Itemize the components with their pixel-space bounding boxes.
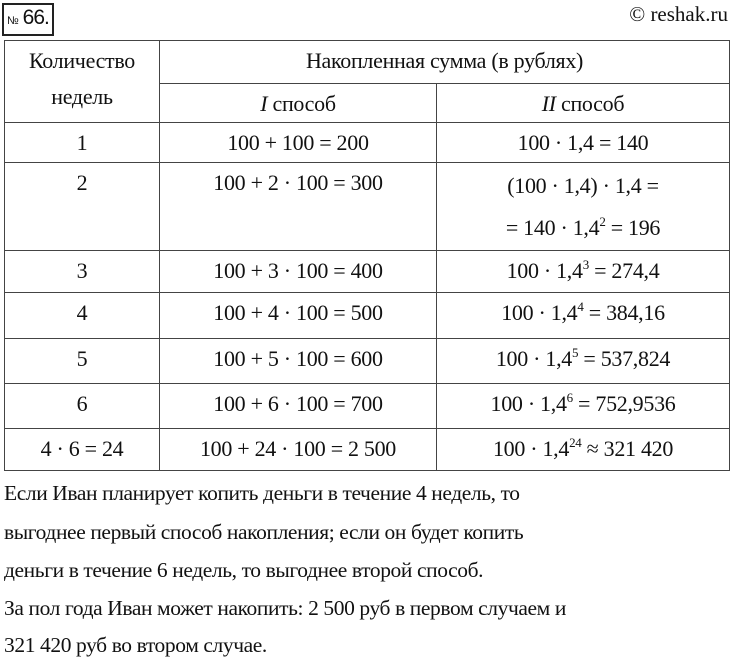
savings-table: Количество недель Накопленная сумма (в ру… <box>4 40 730 471</box>
method2-word: способ <box>555 91 625 116</box>
problem-number: № 66. <box>2 3 54 36</box>
table-row: 5 100 + 5 · 100 = 600 100 · 1,45 = 537,8… <box>4 338 730 384</box>
exponent: 2 <box>599 214 606 229</box>
method2-line2: = 140 · 1,4 <box>505 215 600 240</box>
method2-cell: 100 · 1,44 = 384,16 <box>436 292 730 339</box>
method2-result: = 752,9536 <box>572 391 676 416</box>
method2-roman: II <box>541 91 556 116</box>
method2-line1: (100 · 1,4) · 1,4 = <box>507 173 659 198</box>
method1-cell: 100 + 100 = 200 <box>159 122 437 163</box>
method1-cell: 100 + 2 · 100 = 300 <box>159 162 437 251</box>
method1-cell: 100 + 4 · 100 = 500 <box>159 292 437 339</box>
sum-header: Накопленная сумма (в рублях) <box>159 40 730 84</box>
weeks-cell: 6 <box>4 383 160 429</box>
method2-cell: 100 · 1,424 ≈ 321 420 <box>436 428 730 471</box>
problem-number-value: 66. <box>22 6 50 29</box>
method1-header: I способ <box>159 83 437 123</box>
weeks-cell: 4 · 6 = 24 <box>4 428 160 471</box>
method2-result: = 196 <box>605 215 661 240</box>
method2-cell: (100 · 1,4) · 1,4 = = 140 · 1,42 = 196 <box>436 162 730 251</box>
copyright: © reshak.ru <box>629 2 728 26</box>
exponent: 5 <box>572 345 579 360</box>
table-row: 4 · 6 = 24 100 + 24 · 100 = 2 500 100 · … <box>4 428 730 471</box>
weeks-header-line1: Количество <box>28 48 136 73</box>
exponent: 3 <box>582 257 590 272</box>
table-row: 2 100 + 2 · 100 = 300 (100 · 1,4) · 1,4 … <box>4 162 730 251</box>
weeks-header-line2: недель <box>51 84 113 109</box>
weeks-cell: 4 <box>4 292 160 339</box>
method2-base: 100 · 1,4 <box>495 346 572 371</box>
method2-cell: 100 · 1,45 = 537,824 <box>436 338 730 384</box>
answer-text: Если Иван планирует копить деньги в тече… <box>4 474 734 664</box>
weeks-cell: 5 <box>4 338 160 384</box>
method1-word: способ <box>267 91 336 116</box>
exponent: 6 <box>566 390 574 405</box>
method2-result: = 537,824 <box>578 346 671 371</box>
number-sign: № <box>7 15 19 27</box>
method2-base: 100 · 1,4 <box>506 258 583 283</box>
method1-cell: 100 + 6 · 100 = 700 <box>159 383 437 429</box>
weeks-cell: 1 <box>4 122 160 163</box>
method2-cell: 100 · 1,46 = 752,9536 <box>436 383 730 429</box>
method2-header: II способ <box>436 83 730 123</box>
method2-base: 100 · 1,4 <box>501 300 578 325</box>
method2-result: = 274,4 <box>588 258 660 283</box>
method2-result: ≈ 321 420 <box>581 436 674 461</box>
method2-base: 100 · 1,4 <box>490 391 567 416</box>
answer-line: 321 420 руб во втором случае. <box>4 632 267 657</box>
answer-line: Если Иван планирует копить деньги в тече… <box>4 481 520 505</box>
answer-line: выгоднее первый способ накопления; если … <box>4 519 524 544</box>
method2-cell: 100 · 1,43 = 274,4 <box>436 250 730 293</box>
exponent: 24 <box>569 435 582 450</box>
table-row: 4 100 + 4 · 100 = 500 100 · 1,44 = 384,1… <box>4 292 730 339</box>
method1-roman: I <box>260 91 268 116</box>
method2-cell: 100 · 1,4 = 140 <box>436 122 730 163</box>
table-row: 3 100 + 3 · 100 = 400 100 · 1,43 = 274,4 <box>4 250 730 293</box>
method1-cell: 100 + 24 · 100 = 2 500 <box>159 428 437 471</box>
method2-result: = 384,16 <box>583 300 665 325</box>
method1-cell: 100 + 5 · 100 = 600 <box>159 338 437 384</box>
answer-line: За пол года Иван может накопить: 2 500 р… <box>4 595 566 620</box>
table-row: 6 100 + 6 · 100 = 700 100 · 1,46 = 752,9… <box>4 383 730 429</box>
method2-base: 100 · 1,4 <box>492 436 570 461</box>
weeks-cell: 2 <box>4 162 160 251</box>
method1-cell: 100 + 3 · 100 = 400 <box>159 250 437 293</box>
weeks-cell: 3 <box>4 250 160 293</box>
table-row: 1 100 + 100 = 200 100 · 1,4 = 140 <box>4 122 730 163</box>
answer-line: деньги в течение 6 недель, то выгоднее в… <box>4 558 484 582</box>
exponent: 4 <box>577 299 584 314</box>
weeks-header: Количество недель <box>4 40 160 123</box>
